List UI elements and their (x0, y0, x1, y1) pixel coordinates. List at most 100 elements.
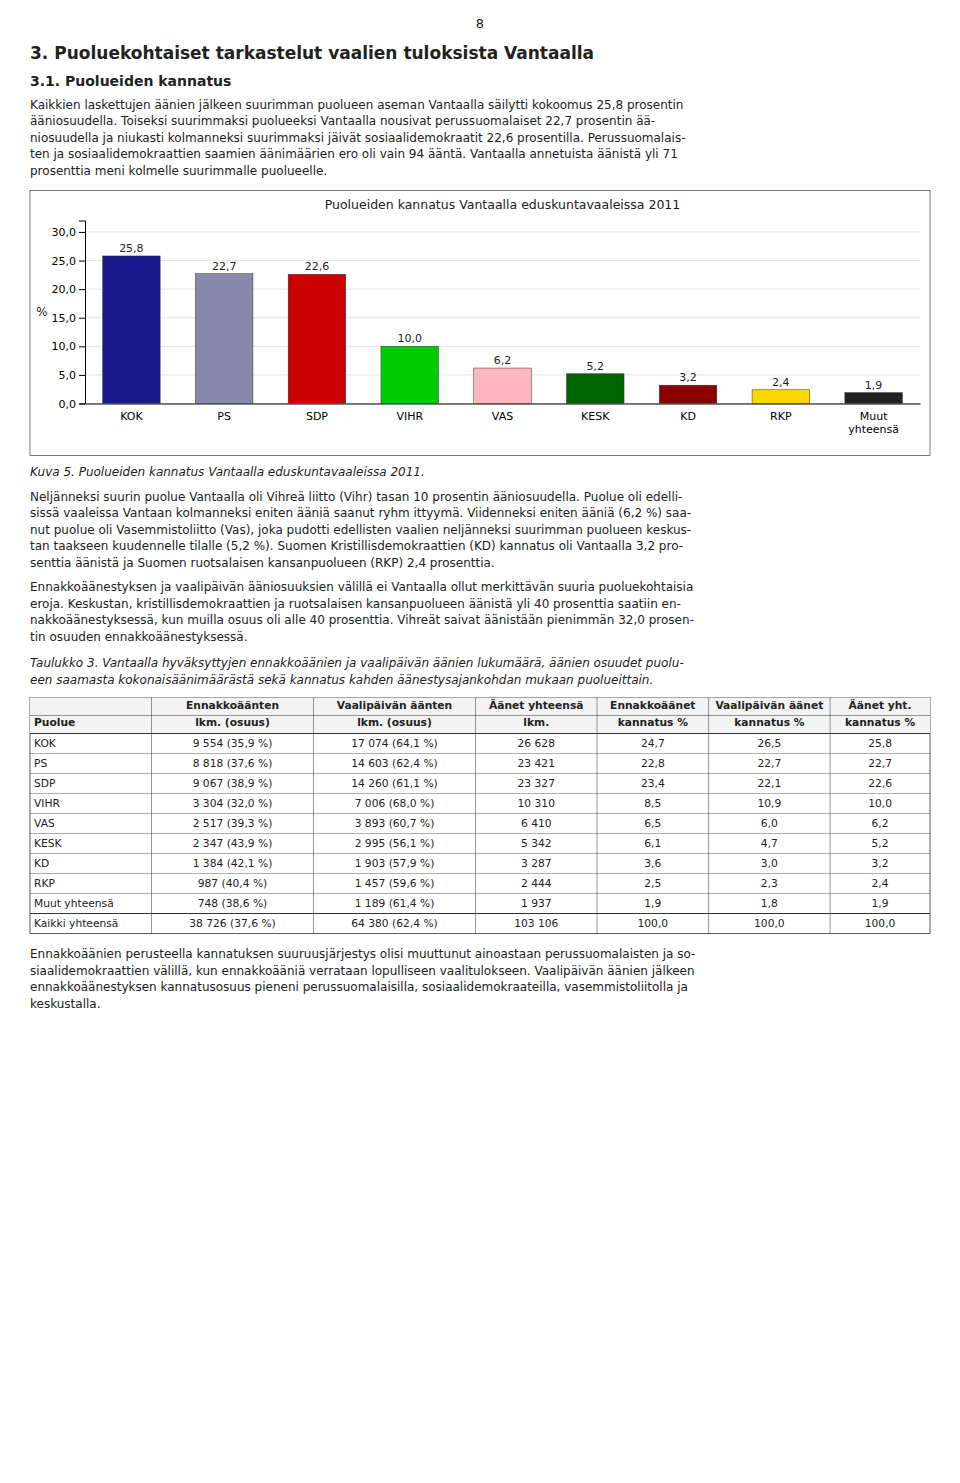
page: 83. Puoluekohtaiset tarkastelut vaalien … (0, 0, 960, 1483)
grid-line (85, 231, 920, 232)
x-tick-label-line: KESK (581, 410, 610, 423)
table-cell: 6,5 (644, 817, 661, 830)
y-tick-mark (79, 404, 85, 405)
table-cell: 1,9 (872, 897, 889, 910)
table-header: lkm. (523, 716, 549, 729)
paragraph-line: senttia äänistä ja Suomen ruotsalaisen k… (30, 556, 495, 570)
table-cell: 100,0 (865, 917, 896, 930)
table-cell: 22,7 (868, 757, 892, 770)
x-tick-label: PS (217, 410, 231, 423)
bar (381, 346, 439, 403)
table-column-line (475, 698, 476, 934)
x-tick-label-line: PS (217, 410, 231, 423)
x-tick: VAS (492, 410, 513, 423)
y-axis-line (79, 221, 86, 404)
paragraph-line: nakkoäänestyksessä, kun muilla osuus oli… (30, 613, 694, 627)
table-cell: 7 006 (68,0 %) (355, 797, 435, 810)
table-cell: 23 421 (518, 757, 555, 770)
table-cell: 3 893 (60,7 %) (355, 817, 435, 830)
table-cell: 26 628 (518, 737, 556, 750)
y-tick-mark (79, 375, 85, 376)
table-cell: Kaikki yhteensä (34, 917, 118, 930)
table-cell: 6,1 (644, 837, 661, 850)
paragraph-line: prosenttia meni kolmelle suurimmalle puo… (30, 164, 327, 178)
x-axis: KOKPSSDPVIHRVASKESKKDRKPMuutyhteensä (86, 404, 921, 436)
data-label: 6,2 (494, 354, 512, 367)
x-tick-label-line: SDP (306, 410, 328, 423)
table-cell: SDP (34, 777, 56, 790)
table-header: lkm. (osuus) (357, 716, 432, 729)
paragraph-line: Ennakkoäänestyksen ja vaalipäivän äänios… (30, 580, 693, 594)
table-header: Vaalipäivän äänten (337, 699, 452, 712)
table-cell: 25,8 (868, 737, 892, 750)
bar (195, 274, 253, 404)
y-tick-label: 0,0 (59, 398, 77, 411)
x-tick: Muutyhteensä (848, 410, 899, 436)
table-column-line (151, 698, 152, 934)
paragraph-line: ten ja sosiaalidemokraattien saamien ään… (30, 147, 678, 161)
table-row-line (30, 853, 930, 854)
table-cell: 2 995 (56,1 %) (355, 837, 435, 850)
table-header: Ennakkoäänten (186, 699, 279, 712)
y-tick: 20,0 (52, 283, 86, 296)
table-cell: 1 189 (61,4 %) (355, 897, 435, 910)
y-tick-mark (79, 232, 85, 233)
table-cell: 3 304 (32,0 %) (193, 797, 273, 810)
y-tick-mark (79, 346, 85, 347)
x-tick: VIHR (396, 410, 423, 423)
y-tick: 5,0 (59, 369, 86, 382)
table-header-bg (30, 698, 930, 734)
y-axis-label: % (36, 305, 47, 319)
y-tick-label: 30,0 (52, 226, 77, 239)
bar (288, 274, 346, 403)
table-cell: VIHR (34, 797, 60, 810)
table-border (30, 698, 930, 934)
table-cell: 6,0 (761, 817, 778, 830)
table-cell: 1 457 (59,6 %) (355, 877, 435, 890)
paragraph-line: eroja. Keskustan, kristillisdemokraattie… (30, 597, 681, 611)
table-cell: 103 106 (514, 917, 558, 930)
table-column-line (830, 698, 831, 934)
table-column-line (597, 698, 598, 934)
section-title: 3. Puoluekohtaiset tarkastelut vaalien t… (30, 43, 594, 63)
x-tick: RKP (770, 410, 792, 423)
paragraph-line: sissä vaaleissa Vantaan kolmanneksi enit… (30, 506, 691, 520)
table-row-line (30, 753, 930, 754)
table-cell: 2,5 (644, 877, 661, 890)
x-tick-label: VIHR (396, 410, 423, 423)
data-label: 1,9 (865, 379, 883, 392)
table-cell: 10 310 (518, 797, 556, 810)
table-cell: 9 067 (38,9 %) (193, 777, 273, 790)
subsection-title: 3.1. Puolueiden kannatus (30, 73, 231, 89)
paragraph-line: tin osuuden ennakkoäänestyksessä. (30, 630, 247, 644)
chart-box (30, 191, 930, 456)
table-column-line (313, 698, 314, 934)
table-cell: 1,9 (644, 897, 661, 910)
paragraph-line: Kaikkien laskettujen äänien jälkeen suur… (30, 98, 683, 112)
table-cell: 2 517 (39,3 %) (193, 817, 273, 830)
table-row-line (30, 913, 930, 914)
y-tick-mark (79, 261, 85, 262)
table-cell: 2 347 (43,9 %) (193, 837, 273, 850)
table-cell: 987 (40,4 %) (198, 877, 268, 890)
x-tick-label-line: Muut (860, 410, 888, 423)
table-cell: 22,1 (757, 777, 781, 790)
table-cell: 5,2 (872, 837, 889, 850)
y-tick: 25,0 (52, 255, 86, 268)
table-cell: 100,0 (637, 917, 668, 930)
table-row-line (30, 893, 930, 894)
table-cell: RKP (34, 877, 55, 890)
table-row-line (30, 773, 930, 774)
table-cell: 2,3 (761, 877, 778, 890)
data-label: 3,2 (679, 371, 697, 384)
x-tick-label-line: VIHR (396, 410, 423, 423)
bar (103, 256, 161, 404)
data-label: 5,2 (587, 360, 605, 373)
table-cell: 3,6 (644, 857, 661, 870)
bars (103, 256, 903, 404)
bar (659, 385, 717, 403)
table: EnnakkoääntenVaalipäivän ääntenÄänet yht… (30, 698, 930, 934)
table-cell: 8 818 (37,6 %) (193, 757, 273, 770)
x-axis-line (86, 404, 921, 405)
table-header: kannatus % (734, 716, 805, 729)
